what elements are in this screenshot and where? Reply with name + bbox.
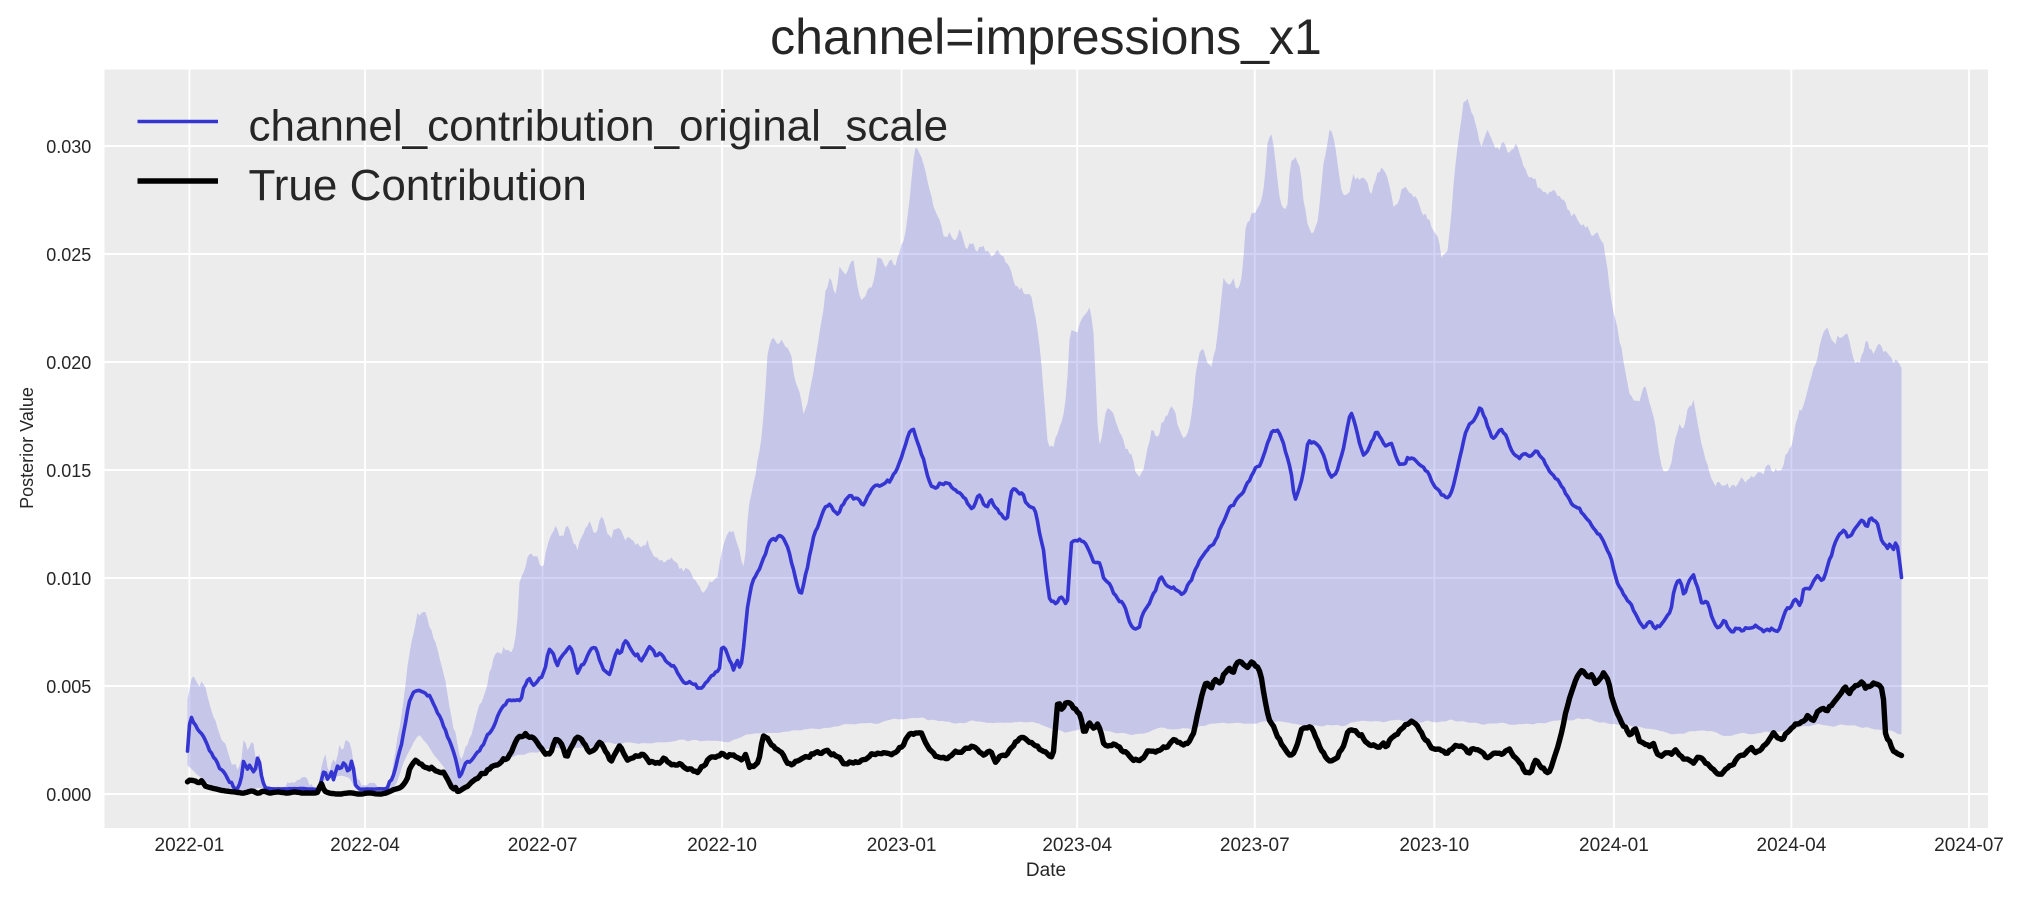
svg-text:2023-01: 2023-01: [867, 835, 937, 856]
svg-text:Date: Date: [1026, 860, 1066, 881]
svg-text:channel_contribution_original_: channel_contribution_original_scale: [249, 102, 949, 151]
svg-text:True Contribution: True Contribution: [249, 161, 587, 210]
svg-text:2022-01: 2022-01: [155, 835, 225, 856]
svg-text:0.030: 0.030: [46, 137, 91, 157]
svg-text:2023-07: 2023-07: [1220, 835, 1290, 856]
svg-text:0.020: 0.020: [46, 353, 91, 373]
svg-text:Posterior Value: Posterior Value: [17, 387, 37, 509]
svg-text:2024-04: 2024-04: [1757, 835, 1827, 856]
svg-text:0.010: 0.010: [46, 569, 91, 589]
svg-text:2022-07: 2022-07: [508, 835, 578, 856]
svg-text:0.015: 0.015: [46, 461, 91, 481]
svg-text:0.000: 0.000: [46, 785, 91, 805]
svg-text:2023-10: 2023-10: [1399, 835, 1469, 856]
svg-text:2022-10: 2022-10: [687, 835, 757, 856]
svg-text:0.005: 0.005: [46, 677, 91, 697]
svg-text:2024-01: 2024-01: [1579, 835, 1649, 856]
svg-text:2024-07: 2024-07: [1934, 835, 2004, 856]
svg-text:2023-04: 2023-04: [1042, 835, 1112, 856]
svg-text:2022-04: 2022-04: [330, 835, 400, 856]
svg-text:channel=impressions_x1: channel=impressions_x1: [770, 9, 1322, 65]
svg-text:0.025: 0.025: [46, 245, 91, 265]
